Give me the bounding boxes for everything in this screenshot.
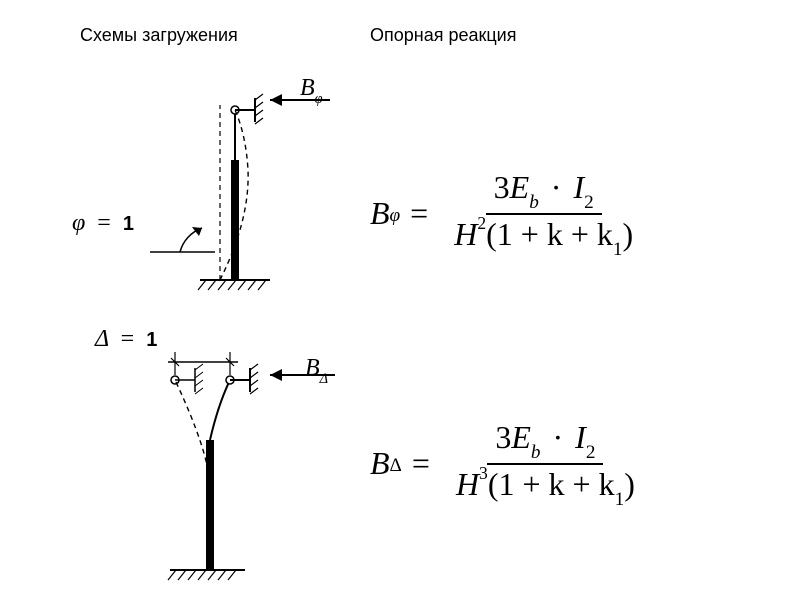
eq2-coeff: 3	[495, 419, 511, 455]
sym-delta: Δ	[95, 326, 109, 352]
header-left: Схемы загружения	[80, 25, 238, 46]
label-phi-eq-1: φ = 1	[72, 210, 134, 237]
eq1-H: H	[454, 216, 477, 252]
eq1-coeff: 3	[494, 169, 510, 205]
label-delta-eq-1: Δ = 1	[95, 326, 157, 353]
eq2-H: H	[456, 466, 479, 502]
eq1-Hexp: 2	[477, 213, 486, 233]
sub-delta-2: Δ	[320, 371, 328, 387]
eq1-ksub: 1	[613, 239, 623, 260]
eq2-I: I	[575, 419, 586, 455]
eq2-E: E	[511, 419, 531, 455]
eq1-num: 3Eb · I2	[486, 170, 602, 215]
equation-B-phi: Bφ = 3Eb · I2 H2(1 + k + k1)	[370, 170, 641, 257]
val-one-1: 1	[123, 213, 134, 235]
eq1-frac: 3Eb · I2 H2(1 + k + k1)	[446, 170, 641, 257]
eq1-lhs-B: B	[370, 195, 390, 232]
eq2-lhs-sub: Δ	[390, 455, 402, 477]
eq2-paren: (1 + k + k	[488, 466, 615, 502]
sym-phi: φ	[72, 210, 85, 236]
eq1-E: E	[510, 169, 530, 205]
eq1-Isub: 2	[584, 192, 594, 213]
eq2-den: H3(1 + k + k1)	[448, 465, 643, 508]
eq2-ksub: 1	[615, 489, 625, 510]
eq2-close: )	[624, 466, 635, 502]
eq2-equals: =	[412, 445, 430, 482]
eq1-den: H2(1 + k + k1)	[446, 215, 641, 258]
eq2-Esub: b	[531, 442, 541, 463]
eq2-Isub: 2	[586, 442, 596, 463]
eq1-lhs-sub: φ	[390, 205, 401, 227]
eq2-Hexp: 3	[479, 463, 488, 483]
eq2-num: 3Eb · I2	[487, 420, 603, 465]
equation-B-delta: BΔ = 3Eb · I2 H3(1 + k + k1)	[370, 420, 643, 507]
eq1-equals: =	[410, 195, 428, 232]
eq1-paren: (1 + k + k	[486, 216, 613, 252]
eq-sign-2: =	[121, 326, 135, 352]
sym-B-2: B	[305, 355, 320, 381]
eq1-dot: ·	[551, 169, 562, 205]
sym-B-1: B	[300, 75, 315, 101]
eq1-close: )	[622, 216, 633, 252]
eq1-Esub: b	[529, 192, 539, 213]
diagram-phi	[70, 80, 340, 295]
sub-phi-1: φ	[315, 91, 323, 107]
eq1-I: I	[573, 169, 584, 205]
eq2-lhs-B: B	[370, 445, 390, 482]
header-right: Опорная реакция	[370, 25, 517, 46]
eq2-dot: ·	[553, 419, 564, 455]
label-B-delta: BΔ	[305, 355, 328, 386]
eq2-frac: 3Eb · I2 H3(1 + k + k1)	[448, 420, 643, 507]
label-B-phi: Bφ	[300, 75, 323, 106]
eq-sign-1: =	[97, 210, 111, 236]
val-one-2: 1	[146, 329, 157, 351]
